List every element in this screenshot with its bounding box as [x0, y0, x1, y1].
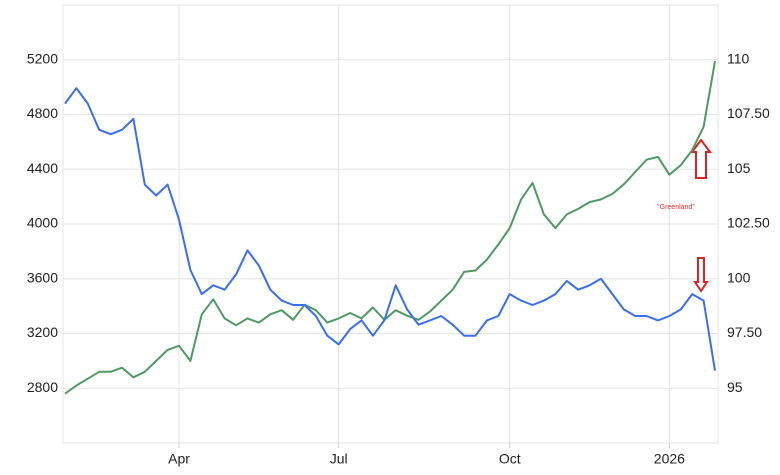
- y2-tick-label: 97.50: [727, 324, 762, 340]
- y-tick-label: 4800: [27, 105, 58, 121]
- y2-tick-label: 102.50: [727, 215, 770, 231]
- annotation: "Greenland": [657, 204, 695, 211]
- y2-tick-label: 100: [727, 269, 751, 285]
- y-tick-label: 2800: [27, 379, 58, 395]
- y-tick-label: 3200: [27, 324, 58, 340]
- y2-tick-label: 110: [727, 50, 750, 66]
- y2-tick-label: 95: [727, 379, 743, 395]
- x-tick-label: 2026: [654, 451, 685, 467]
- x-tick-label: Oct: [499, 451, 521, 467]
- x-tick-label: Jul: [330, 451, 348, 467]
- x-tick-label: Apr: [168, 451, 190, 467]
- y-tick-label: 3600: [27, 269, 58, 285]
- y-tick-label: 4000: [27, 215, 58, 231]
- line-series: [64, 60, 716, 395]
- y2-tick-label: 105: [727, 160, 751, 176]
- line-series: [64, 87, 716, 371]
- down-arrow: [693, 257, 709, 293]
- y2-tick-label: 107.50: [727, 105, 770, 121]
- y-tick-label: 5200: [27, 50, 58, 66]
- up-arrow: [690, 138, 712, 179]
- plot-frame: [62, 4, 719, 444]
- y-tick-label: 4400: [27, 160, 58, 176]
